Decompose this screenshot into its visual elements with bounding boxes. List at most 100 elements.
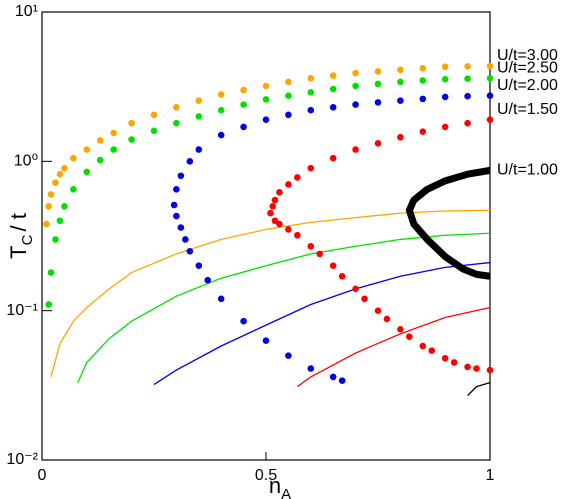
y-tick-label: 10¹ [15, 3, 38, 20]
data-point [186, 247, 194, 255]
data-point [441, 123, 449, 131]
data-point [307, 365, 315, 372]
data-point [52, 236, 59, 243]
data-point [195, 113, 203, 120]
data-point [486, 366, 494, 374]
data-point [285, 226, 292, 233]
series-label: U/t=2.00 [497, 77, 558, 94]
data-point [52, 179, 59, 186]
data-point [397, 326, 404, 333]
data-point [83, 168, 91, 176]
data-point [47, 191, 55, 198]
data-point [441, 75, 449, 83]
data-point [43, 220, 50, 228]
x-tick-label: 0 [38, 467, 47, 484]
data-point [397, 78, 404, 86]
data-point [486, 62, 494, 70]
data-point [217, 106, 225, 114]
data-point [428, 347, 436, 354]
data-point [361, 295, 368, 303]
data-point [262, 82, 270, 90]
data-point [47, 269, 55, 276]
data-point [464, 119, 471, 127]
data-point [294, 231, 301, 239]
data-point [56, 170, 64, 178]
data-point [486, 74, 494, 82]
data-point [177, 224, 185, 231]
data-point [61, 202, 68, 210]
data-point [374, 68, 382, 75]
data-point [486, 116, 494, 124]
x-label-main: n [269, 473, 281, 498]
data-point [170, 201, 178, 209]
data-point [307, 164, 315, 172]
data-point [329, 85, 337, 93]
data-point [269, 202, 277, 210]
data-point [307, 74, 315, 82]
data-point [441, 93, 449, 101]
data-point [262, 116, 270, 124]
data-point [352, 101, 359, 108]
data-point [406, 333, 413, 340]
data-point [397, 97, 404, 104]
x-tick-label: 1 [486, 467, 495, 484]
data-point [96, 156, 104, 164]
data-point [294, 174, 301, 181]
y-label-sub: C [19, 234, 36, 245]
data-point [419, 77, 427, 84]
data-point [276, 189, 283, 196]
data-point [173, 212, 180, 220]
data-point [419, 342, 427, 350]
solid-line [153, 261, 491, 386]
data-point [464, 363, 471, 371]
solid-line [467, 381, 491, 397]
data-point [271, 217, 279, 225]
data-point [96, 137, 104, 144]
data-point [182, 236, 189, 243]
data-point [204, 276, 212, 284]
data-point [262, 96, 270, 103]
solid-line [50, 209, 491, 378]
data-point [419, 64, 427, 72]
data-point [173, 119, 180, 127]
data-point [173, 104, 180, 111]
data-point [83, 146, 91, 153]
y-tick-label: 10⁻² [6, 451, 38, 468]
data-point [240, 86, 247, 94]
y-axis-label: TC / t [6, 213, 36, 259]
data-point [262, 337, 270, 344]
data-point [45, 301, 53, 308]
data-point [374, 140, 382, 147]
data-point [329, 373, 337, 381]
data-point [374, 80, 382, 88]
data-point [352, 285, 359, 293]
data-point [329, 262, 337, 270]
data-point [285, 352, 292, 359]
data-point [383, 315, 391, 323]
data-point [110, 129, 117, 137]
data-point [240, 317, 247, 325]
data-point [338, 377, 346, 384]
solid-line [77, 232, 491, 383]
data-point [441, 354, 449, 362]
series-label: U/t=3.00 [497, 47, 558, 64]
data-point [195, 146, 203, 153]
data-point [419, 128, 427, 135]
data-point [473, 365, 480, 372]
data-point [285, 92, 292, 100]
data-point [307, 242, 315, 250]
series-label: U/t=2.50 [497, 59, 558, 76]
data-point [397, 133, 404, 141]
data-point [70, 154, 77, 162]
data-point [271, 196, 279, 204]
data-point [150, 111, 158, 119]
data-point [397, 66, 404, 74]
data-point [195, 97, 203, 104]
data-point [285, 78, 292, 86]
data-point [177, 172, 185, 180]
data-point [45, 202, 53, 210]
data-point [329, 154, 337, 162]
data-point [173, 185, 180, 193]
